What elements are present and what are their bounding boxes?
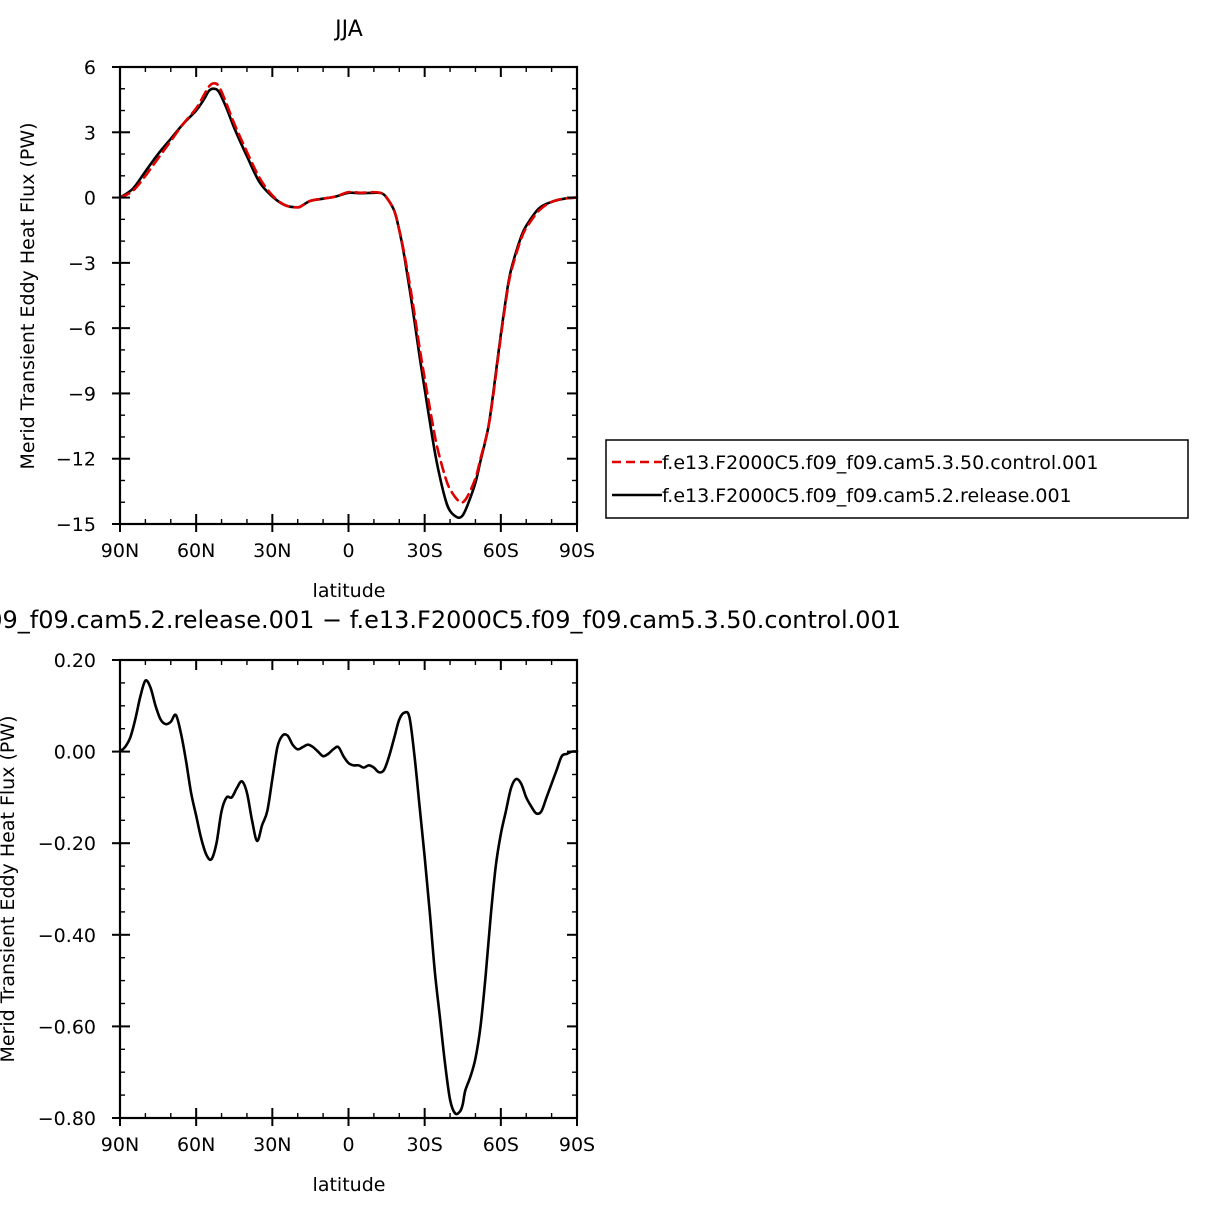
top-y-tick-label: 6 xyxy=(84,57,96,79)
legend-entry-control: f.e13.F2000C5.f09_f09.cam5.3.50.control.… xyxy=(662,452,1098,474)
bottom-y-tick-label: −0.80 xyxy=(38,1108,96,1130)
top-x-tick-label: 90S xyxy=(559,540,595,562)
legend-entry-release: f.e13.F2000C5.f09_f09.cam5.2.release.001 xyxy=(662,485,1072,507)
top-plot-frame xyxy=(118,65,579,526)
top-y-tick-label: −6 xyxy=(68,318,96,340)
top-x-axis-label: latitude xyxy=(313,580,386,602)
top-y-tick-label: −12 xyxy=(56,449,96,471)
bottom-y-tick-label: 0.20 xyxy=(54,650,96,672)
bottom-axis-ticks: 90N 60N 30N 0 30S 60S 90S 0.20 0.00 −0.20 −0.40 −0.… xyxy=(38,650,595,1156)
top-y-tick-label: −9 xyxy=(68,383,96,405)
top-x-tick-label: 60N xyxy=(177,540,215,562)
bottom-y-tick-label: −0.60 xyxy=(38,1016,96,1038)
top-series-line-0 xyxy=(118,82,579,504)
top-x-tick-label: 30S xyxy=(407,540,443,562)
bottom-x-tick-label: 90N xyxy=(101,1134,139,1156)
top-axis-ticks: 90N 60N 30N 0 30S 60S 90S 6 3 0 −3 −6 −9 −12 −15 xyxy=(56,57,595,562)
top-y-tick-label: −15 xyxy=(56,514,96,536)
bottom-x-axis-label: latitude xyxy=(313,1174,386,1196)
top-plot-area xyxy=(118,82,579,520)
bottom-panel: f.e13.F2000C5.f09_f09.cam5.2.release.001… xyxy=(0,606,901,1196)
top-x-tick-label: 60S xyxy=(483,540,519,562)
legend-box xyxy=(605,439,1189,519)
top-x-tick-label: 30N xyxy=(253,540,291,562)
top-x-tick-label: 90N xyxy=(101,540,139,562)
top-series-line-1 xyxy=(118,87,579,520)
bottom-x-tick-label: 0 xyxy=(342,1134,354,1156)
bottom-plot-frame xyxy=(118,658,579,1120)
top-chart-title: JJA xyxy=(333,17,363,42)
bottom-x-tick-label: 30S xyxy=(407,1134,443,1156)
bottom-series-line-0 xyxy=(118,678,579,1116)
top-y-axis-label: Merid Transient Eddy Heat Flux (PW) xyxy=(17,122,39,469)
bottom-chart-title: f.e13.F2000C5.f09_f09.cam5.2.release.001… xyxy=(0,606,901,634)
top-x-tick-label: 0 xyxy=(342,540,354,562)
legend: f.e13.F2000C5.f09_f09.cam5.3.50.control.… xyxy=(605,439,1189,519)
bottom-x-tick-label: 30N xyxy=(253,1134,291,1156)
bottom-x-tick-label: 60S xyxy=(483,1134,519,1156)
bottom-plot-area xyxy=(118,678,579,1116)
bottom-y-tick-label: −0.20 xyxy=(38,833,96,855)
top-y-tick-label: 3 xyxy=(84,122,96,144)
top-panel: JJA 90N 60N 30N 0 30S 60S 90S 6 3 0 −3 −6 −9 −12 −15 l… xyxy=(17,17,595,602)
bottom-y-tick-label: 0.00 xyxy=(54,742,96,764)
top-y-tick-label: 0 xyxy=(84,188,96,210)
bottom-x-tick-label: 90S xyxy=(559,1134,595,1156)
bottom-y-tick-label: −0.40 xyxy=(38,925,96,947)
bottom-x-tick-label: 60N xyxy=(177,1134,215,1156)
bottom-y-axis-label: Merid Transient Eddy Heat Flux (PW) xyxy=(0,715,19,1062)
top-y-tick-label: −3 xyxy=(68,253,96,275)
